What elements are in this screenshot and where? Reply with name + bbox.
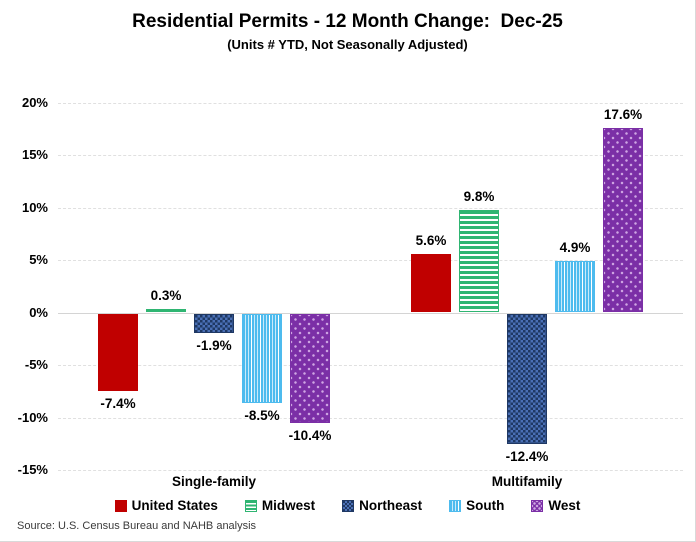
data-label: -10.4% [288,427,332,443]
y-axis-tick-label: 10% [21,199,48,215]
category-label-single-family: Single-family [171,474,257,489]
chart-title: Residential Permits - 12 Month Change: D… [132,11,563,32]
gridline [58,102,683,104]
legend: United States Midwest Northeast South West [0,498,695,513]
legend-swatch-icon [114,499,127,512]
bar-single-family-midwest [146,309,186,313]
chart-subtitle: (Units # YTD, Not Seasonally Adjusted) [227,37,468,52]
data-label: 9.8% [463,188,495,204]
bar-multifamily-northeast [507,313,547,444]
bar-multifamily-midwest [459,209,499,313]
source-note: Source: U.S. Census Bureau and NAHB anal… [17,520,257,532]
y-axis-tick-label: 0% [29,304,48,320]
y-axis-tick-label: -5% [24,357,48,372]
legend-label: South [466,498,505,513]
bar-multifamily-south [555,261,595,313]
data-label: -1.9% [196,338,232,354]
legend-item-united-states: United States [114,498,218,513]
gridline [58,365,683,366]
legend-item-northeast: Northeast [342,498,422,513]
bar-single-family-northeast [194,313,234,334]
legend-swatch-icon [531,499,544,512]
data-label: 0.3% [150,288,182,304]
bar-multifamily-west [603,127,643,313]
y-axis-tick-label: 15% [21,147,48,162]
data-label: 4.9% [559,240,591,256]
category-label-multifamily: Multifamily [491,474,563,489]
zero-gridline [58,312,683,314]
legend-label: Midwest [261,498,316,513]
legend-label: United States [131,498,218,513]
bar-single-family-west [290,313,330,423]
bar-single-family-south [242,313,282,403]
data-label: -12.4% [505,448,549,464]
legend-swatch-icon [449,499,462,512]
data-label: 5.6% [415,232,447,248]
bar-single-family-united-states [98,313,138,392]
legend-swatch-icon [244,499,257,512]
data-label: -8.5% [244,407,280,423]
gridline [58,470,683,471]
legend-swatch-icon [342,499,355,512]
y-axis-tick-label: -15% [17,462,48,477]
gridline [58,417,683,419]
legend-label: Northeast [359,498,423,513]
y-axis-tick-label: 20% [21,94,48,110]
bar-multifamily-united-states [411,253,451,313]
legend-item-west: West [531,498,580,513]
y-axis-tick-label: 5% [29,252,48,267]
legend-label: West [548,498,581,513]
gridline [58,207,683,209]
gridline [58,155,683,156]
legend-item-south: South [449,498,504,513]
data-label: 17.6% [603,106,643,122]
data-label: -7.4% [100,396,136,412]
legend-item-midwest: Midwest [244,498,316,513]
y-axis-tick-label: -10% [17,409,48,425]
gridline [58,260,683,261]
